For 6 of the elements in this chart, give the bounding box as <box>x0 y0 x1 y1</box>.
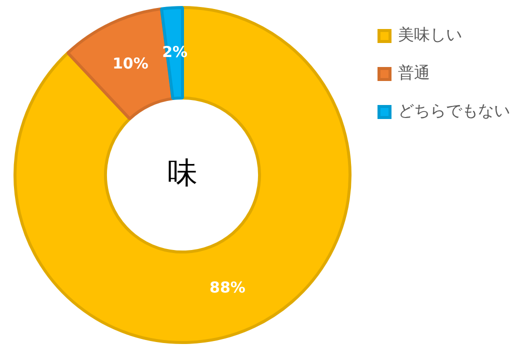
data-label: 10% <box>112 54 148 72</box>
legend-label: どちらでもない <box>398 101 510 120</box>
legend-label: 普通 <box>398 63 430 82</box>
legend-label: 美味しい <box>398 25 462 44</box>
data-label: 88% <box>210 278 246 297</box>
text: 味 <box>168 156 198 191</box>
